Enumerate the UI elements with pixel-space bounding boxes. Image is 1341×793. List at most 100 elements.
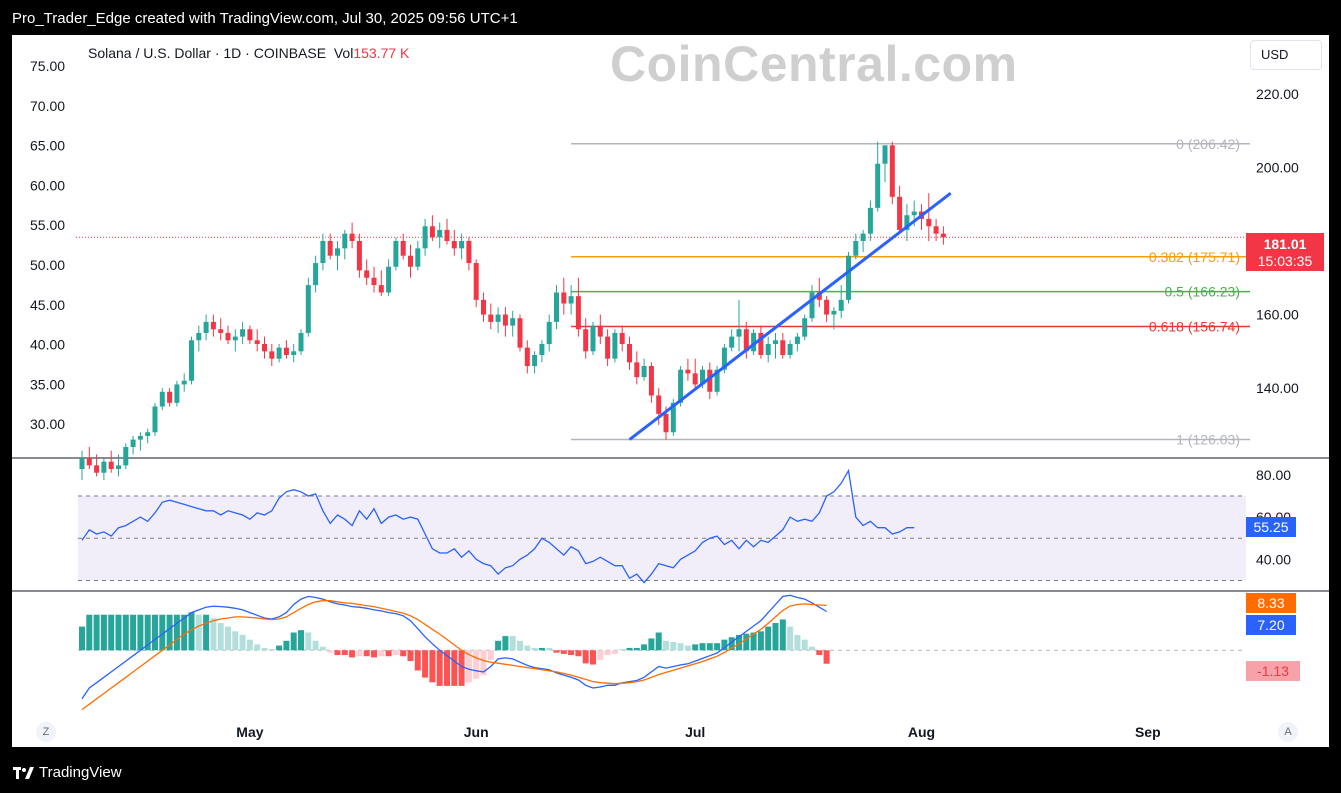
currency-button[interactable]: USD (1250, 40, 1322, 70)
tradingview-brand: TradingView (39, 764, 122, 781)
macd-histogram-bar (495, 640, 502, 651)
candle-body (554, 292, 559, 322)
macd-histogram-bar (451, 650, 458, 686)
left-axis-tick: 45.00 (30, 297, 65, 313)
macd-histogram-bar (590, 650, 596, 665)
price-tag-value: 181.01 (1263, 236, 1307, 252)
candle-body (860, 233, 866, 241)
candle-body (882, 145, 888, 164)
candle-body (210, 321, 216, 330)
candle-body (232, 336, 238, 341)
candle-body (298, 332, 304, 352)
tradingview-logo[interactable]: TradingView (13, 764, 122, 781)
candle-body (590, 325, 596, 352)
candle-body (867, 207, 873, 234)
macd-histogram-bar (144, 614, 151, 651)
macd-histogram-bar (137, 614, 144, 651)
candle-body (437, 229, 443, 238)
chart-svg[interactable]: 75.00 70.00 65.00 60.00 55.00 50.00 45.00 40.00… (12, 35, 1329, 747)
macd-histogram-bar (823, 650, 830, 664)
macd-histogram-bar (487, 650, 494, 660)
candle-body (203, 321, 209, 333)
candle-body (495, 314, 501, 322)
candle-body (575, 296, 581, 330)
hist-tag: -1.13 (1246, 661, 1300, 681)
macd-histogram-bar (633, 647, 640, 651)
candle-body (451, 240, 457, 249)
candle-body (904, 215, 910, 230)
candle-body (247, 329, 253, 341)
macd-histogram-bar (122, 614, 129, 651)
candle-body (729, 336, 735, 348)
macd-histogram-bar (261, 647, 268, 651)
macd-histogram-bar (268, 649, 275, 651)
macd-histogram-bar (407, 650, 414, 661)
candle-body (159, 391, 165, 407)
candle-body (751, 332, 757, 352)
signal-tag: 8.33 (1246, 593, 1296, 613)
left-axis-tick: 50.00 (30, 257, 65, 273)
candle-body (422, 226, 428, 249)
candle-body (101, 461, 107, 473)
candle-body (853, 240, 859, 256)
rsi-axis-tick: 80.00 (1256, 467, 1291, 483)
chart-legend: Solana / U.S. Dollar · 1D · COINBASE Vol… (88, 45, 409, 61)
macd-histogram-bar (444, 650, 450, 686)
candle-body (444, 229, 450, 241)
macd-histogram-bar (239, 634, 246, 651)
candle-body (123, 446, 129, 466)
candle-body (130, 439, 136, 447)
candle-body (276, 347, 282, 359)
candle-body (305, 285, 311, 333)
candle-body (627, 343, 632, 363)
chart-area[interactable]: 75.00 70.00 65.00 60.00 55.00 50.00 45.00 40.00… (12, 35, 1329, 747)
macd-histogram-bar (787, 626, 794, 651)
candle-body (897, 196, 903, 230)
macd-histogram-bar (568, 650, 575, 656)
macd-histogram-bar (809, 646, 815, 651)
macd-histogram-bar (173, 614, 180, 651)
candle-body (174, 384, 180, 403)
candle-body (116, 465, 121, 470)
candle-body (911, 211, 917, 216)
candle-body (692, 373, 698, 385)
candle-body (196, 332, 202, 341)
right-axis-tick: 140.00 (1256, 380, 1299, 396)
candle-body (269, 351, 275, 359)
candle-body (597, 325, 603, 337)
candle-body (641, 366, 647, 378)
macd-histogram-bar (130, 614, 137, 651)
candle-body (619, 332, 625, 344)
candle-body (765, 343, 771, 356)
macd-histogram-bar (531, 647, 538, 651)
candle-body (700, 369, 705, 385)
chart-caption: Pro_Trader_Edge created with TradingView… (12, 10, 518, 27)
candle-body (481, 299, 486, 315)
macd-histogram-bar (159, 614, 166, 651)
candle-body (605, 336, 611, 359)
macd-histogram-bar (232, 631, 239, 651)
candle-body (400, 240, 406, 256)
candle-body (342, 233, 348, 249)
candle-body (167, 391, 173, 403)
candle-body (758, 332, 764, 356)
fib-level-label: 0.618 (156.74) (1149, 319, 1240, 335)
x-axis-tick: Aug (908, 724, 935, 740)
candle-body (940, 233, 946, 238)
macd-histogram-bar (458, 650, 465, 686)
candle-body (137, 435, 143, 440)
macd-histogram-bar (166, 614, 173, 651)
macd-histogram-bar (699, 643, 706, 651)
candle-body (262, 343, 267, 352)
zoom-reset-button[interactable]: Z (36, 722, 56, 742)
macd-histogram-bar (349, 650, 356, 658)
candle-body (714, 369, 720, 392)
candle-body (663, 413, 669, 433)
macd-histogram-bar (195, 614, 202, 651)
macd-histogram-bar (582, 650, 589, 664)
macd-histogram-bar (385, 650, 392, 657)
auto-scale-button[interactable]: A (1278, 722, 1298, 742)
macd-histogram-bar (283, 640, 290, 651)
candle-body (429, 226, 435, 238)
candle-body (656, 395, 662, 414)
